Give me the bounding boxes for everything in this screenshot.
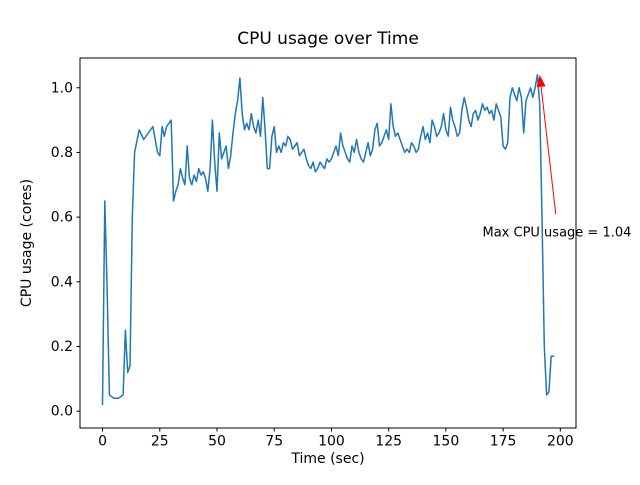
- y-tick-label: 0.4: [51, 274, 73, 290]
- axis-ticks: 0 25 50 75 100 125 150 175 200 0.0 0.2 0.4 0.6 0.8 1.0: [51, 80, 574, 449]
- x-tick-label: 100: [318, 434, 345, 450]
- x-tick-label: 150: [433, 434, 460, 450]
- annotation-text: Max CPU usage = 1.04: [482, 226, 631, 241]
- x-tick-label: 200: [547, 434, 574, 450]
- y-axis-label: CPU usage (cores): [19, 179, 35, 307]
- y-tick-label: 0.8: [51, 145, 73, 161]
- chart-title: CPU usage over Time: [237, 29, 419, 49]
- x-tick-label: 25: [151, 434, 169, 450]
- annotation-arrowhead-icon: [536, 74, 546, 88]
- y-tick-label: 0.0: [51, 404, 73, 420]
- x-tick-label: 125: [375, 434, 402, 450]
- annotation-arrow-line: [540, 86, 557, 214]
- x-tick-label: 175: [490, 434, 517, 450]
- y-tick-label: 0.6: [51, 210, 73, 226]
- x-tick-label: 50: [208, 434, 226, 450]
- cpu-usage-line: [101, 74, 555, 406]
- x-axis-label: Time (sec): [290, 451, 364, 467]
- y-tick-label: 1.0: [51, 80, 73, 96]
- y-tick-label: 0.2: [51, 339, 73, 355]
- max-annotation: Max CPU usage = 1.04: [482, 74, 631, 241]
- plot-border: [79, 57, 577, 429]
- x-tick-label: 0: [98, 434, 107, 450]
- x-tick-label: 75: [265, 434, 283, 450]
